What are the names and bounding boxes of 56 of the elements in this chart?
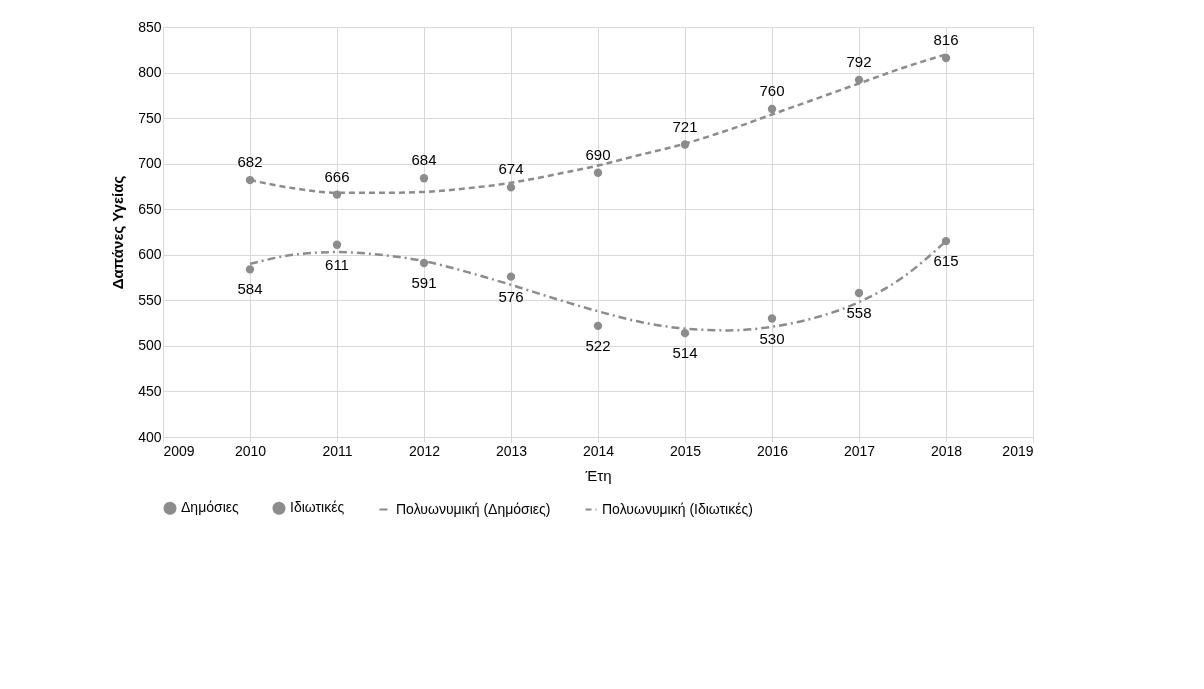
point — [767, 314, 777, 323]
legend-label: Ιδιωτικές — [290, 499, 345, 516]
data-label: 674 — [498, 160, 524, 178]
legend-label: Πολυωνυμική (Ιδιωτικές) — [602, 500, 753, 517]
point — [767, 104, 777, 114]
x-tick-label: 2009 — [163, 442, 195, 459]
point — [506, 183, 516, 192]
x-tick-label: 2017 — [843, 442, 876, 459]
x-tick-label: 2019 — [1002, 442, 1034, 459]
legend-label: Δημόσιες — [181, 499, 239, 516]
data-label: 591 — [411, 273, 437, 291]
data-label: 522 — [585, 336, 611, 354]
point — [245, 265, 255, 274]
y-tick-label: 500 — [138, 337, 162, 354]
data-label: 816 — [933, 30, 959, 48]
y-tick-label: 600 — [138, 246, 162, 263]
point — [506, 272, 516, 281]
y-tick-label: 700 — [138, 155, 162, 172]
x-tick-label: 2018 — [930, 442, 963, 459]
data-label: 611 — [325, 255, 349, 273]
data-label: 684 — [411, 151, 437, 169]
legend-label: Πολυωνυμική (Δημόσιες) — [396, 500, 551, 517]
point — [680, 328, 690, 338]
x-tick-label: 2012 — [408, 442, 441, 459]
y-tick-label: 650 — [138, 200, 162, 217]
data-label: 682 — [237, 153, 263, 171]
x-tick-label: 2011 — [322, 442, 353, 459]
point — [593, 321, 603, 331]
data-label: 576 — [498, 287, 524, 305]
data-label: 584 — [237, 280, 263, 298]
point — [854, 288, 864, 298]
data-label: 530 — [759, 329, 785, 347]
point — [419, 174, 429, 183]
data-label: 721 — [672, 117, 698, 135]
data-label: 615 — [933, 252, 959, 270]
y-tick-label: 550 — [138, 291, 162, 308]
point — [332, 240, 342, 249]
y-tick-label: 800 — [138, 64, 162, 81]
y-tick-label: 750 — [138, 109, 162, 126]
x-axis-title: Έτη — [584, 466, 612, 484]
data-label: 558 — [846, 304, 872, 322]
data-label: 760 — [759, 82, 785, 99]
data-label: 666 — [324, 167, 350, 185]
y-tick-label: 400 — [138, 428, 162, 445]
y-axis-title: Δαπάνες Υγείας — [109, 175, 127, 290]
x-tick-label: 2014 — [582, 442, 615, 459]
data-label: 792 — [846, 52, 872, 70]
x-tick-label: 2010 — [234, 442, 267, 459]
y-tick-label: 450 — [138, 382, 162, 399]
data-label: 690 — [585, 145, 611, 163]
point — [593, 168, 603, 177]
x-tick-label: 2013 — [495, 442, 528, 459]
x-tick-label: 2016 — [756, 442, 789, 459]
y-tick-label: 850 — [138, 18, 162, 35]
data-label: 514 — [672, 344, 698, 362]
x-tick-label: 2015 — [669, 442, 702, 459]
